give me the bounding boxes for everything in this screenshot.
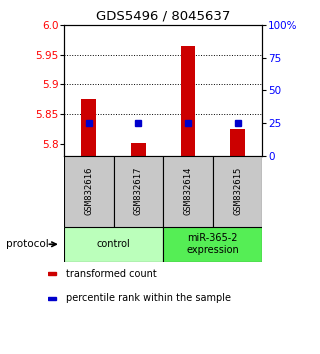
Text: transformed count: transformed count [67, 269, 157, 279]
Bar [48, 297, 56, 300]
Bar [64, 156, 114, 227]
Bar [64, 227, 163, 262]
Bar [230, 129, 245, 156]
Text: control: control [97, 239, 131, 249]
Text: miR-365-2
expression: miR-365-2 expression [187, 233, 239, 255]
Text: GSM832615: GSM832615 [233, 167, 242, 215]
Bar [163, 156, 213, 227]
Title: GDS5496 / 8045637: GDS5496 / 8045637 [96, 9, 230, 22]
Bar [48, 272, 56, 275]
Bar [180, 46, 196, 156]
Bar [114, 156, 163, 227]
Bar [163, 227, 262, 262]
Bar [213, 156, 262, 227]
Bar [131, 143, 146, 156]
Text: GSM832617: GSM832617 [134, 167, 143, 215]
Text: GSM832616: GSM832616 [84, 167, 93, 215]
Bar [81, 99, 96, 156]
Text: protocol: protocol [6, 239, 49, 249]
Text: GSM832614: GSM832614 [183, 167, 193, 215]
Text: percentile rank within the sample: percentile rank within the sample [67, 293, 231, 303]
